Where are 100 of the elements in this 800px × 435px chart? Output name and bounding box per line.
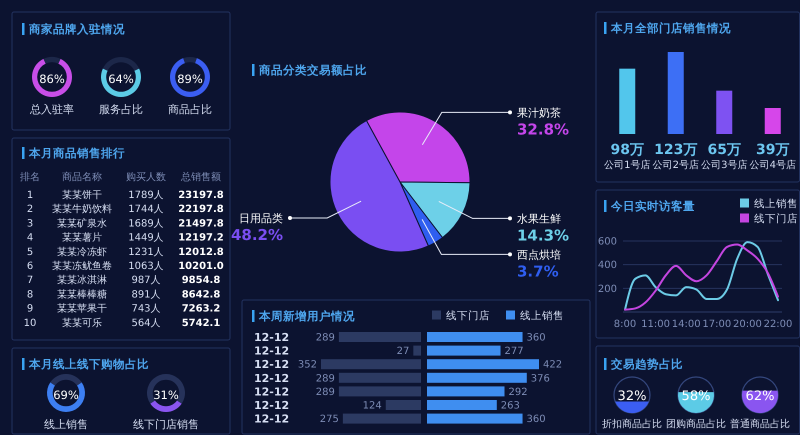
category-label: 某某薯片 [62, 232, 102, 244]
category-label: 某某冻鱿鱼卷 [52, 260, 112, 272]
data-label: 360 [526, 332, 546, 344]
category-label: 某某冷冻虾 [57, 246, 107, 258]
category-label: 某某饼干 [62, 189, 102, 201]
bar [427, 400, 497, 410]
x-tick-label: 17:00 [702, 319, 732, 330]
bar [386, 400, 421, 410]
data-label: 292 [508, 386, 528, 398]
y-tick-label: 12-12 [254, 412, 290, 426]
data-label: 123万 [654, 142, 698, 158]
data-label: 743人 [131, 304, 161, 315]
data-label: 21497.8 [178, 218, 224, 230]
x-tick-label: 20:00 [732, 319, 762, 330]
data-label: 8642.8 [182, 289, 220, 300]
y-tick-label: 12-12 [254, 344, 290, 358]
data-label: 360 [526, 414, 546, 426]
data-label: 289 [316, 332, 335, 344]
x-tick-label: 公司2号店 [652, 159, 699, 171]
data-label: 3.7% [517, 262, 559, 280]
bar [716, 90, 732, 134]
legend-label: 线下门店 [446, 309, 490, 322]
data-label: 22197.8 [178, 204, 224, 216]
data-label: 124 [362, 400, 382, 412]
data-label: 65万 [708, 142, 741, 158]
bar [338, 372, 421, 383]
chart-title: 今日实时访客量 [610, 199, 695, 213]
data-label: 289 [316, 373, 335, 384]
y-tick-label: 400 [598, 260, 617, 272]
data-label: 263 [500, 400, 520, 412]
bar [338, 386, 421, 396]
bar [764, 108, 781, 134]
category-label: 某某矿泉水 [57, 217, 107, 230]
x-tick-label: 8:00 [614, 319, 636, 330]
bar [427, 386, 504, 396]
data-label: 277 [504, 346, 524, 358]
data-label: 98万 [610, 142, 644, 158]
data-label: 32.8% [517, 120, 570, 138]
donut-slice [47, 382, 85, 412]
bar [427, 372, 527, 383]
bar [342, 414, 421, 424]
data-label: 58% [682, 389, 710, 404]
data-label: 14.3% [517, 226, 570, 244]
text: 总销售额 [180, 171, 221, 183]
data-label: 1789人 [128, 190, 164, 201]
slice-label: 服务占比 [99, 103, 143, 116]
chart-title: 本月全部门店销售情况 [610, 21, 732, 35]
legend-label: 线下门店 [754, 212, 798, 225]
data-label: 69% [53, 388, 79, 402]
data-label: 48.2% [230, 226, 283, 244]
data-label: 39万 [756, 142, 790, 158]
chart-title: 商家品牌入驻情况 [28, 22, 126, 36]
bar [668, 52, 684, 134]
x-tick-label: 14:00 [672, 319, 701, 330]
chart-title: 商品分类交易额占比 [258, 63, 367, 77]
data-label: 12197.2 [178, 232, 224, 244]
bar [427, 359, 539, 370]
x-tick-label: 公司1号店 [604, 159, 650, 171]
y-tick-label: 200 [598, 284, 617, 295]
data-label: 891人 [131, 289, 161, 300]
category-label: 某某牛奶饮料 [52, 203, 112, 216]
y-tick-label: 12-12 [254, 331, 290, 344]
slice-label: 线上销售 [44, 418, 88, 431]
data-label: 1449人 [128, 232, 164, 244]
legend-label: 线上销售 [520, 309, 564, 322]
text: 商品名称 [62, 171, 102, 183]
data-label: 10201.0 [178, 261, 224, 272]
y-tick-label: 600 [598, 236, 617, 248]
data-label: 31% [153, 388, 179, 402]
donut-slice [170, 58, 210, 97]
chart-title: 本周新增用户情况 [258, 309, 356, 323]
category-label: 折扣商品占比 [602, 418, 662, 430]
x-tick-label: 公司4号店 [750, 159, 796, 171]
donut-slice [32, 58, 72, 97]
y-tick-label: 12-12 [254, 372, 290, 385]
data-label: 62% [746, 389, 774, 404]
data-label: 352 [298, 360, 317, 371]
data-label: 1744人 [128, 204, 164, 216]
text: 本月商品销售排行 [28, 146, 125, 160]
donut-slice [43, 57, 61, 64]
text: 交易趋势占比 [610, 357, 683, 371]
category-label: 某某冰淇淋 [57, 274, 107, 286]
data-label: 1689人 [128, 218, 164, 230]
bar [413, 346, 421, 356]
text: 购买人数 [126, 172, 166, 183]
data-label: 64% [108, 72, 134, 86]
slice-label: 日用品类 [239, 212, 283, 225]
donut-slice [147, 374, 185, 404]
donut-slice [50, 374, 82, 386]
legend-label: 线上销售 [754, 197, 798, 210]
category-label: 某某可乐 [62, 316, 102, 329]
slice-label: 果汁奶茶 [517, 106, 561, 120]
category-label: 某某棒棒糖 [57, 288, 107, 300]
bar [427, 414, 523, 424]
bar [427, 332, 523, 342]
donut-slice [183, 57, 197, 64]
data-label: 1063人 [128, 261, 164, 272]
data-label: 564人 [131, 318, 161, 329]
y-tick-label: 12-12 [254, 385, 290, 398]
y-tick-label: 12-12 [254, 358, 290, 372]
